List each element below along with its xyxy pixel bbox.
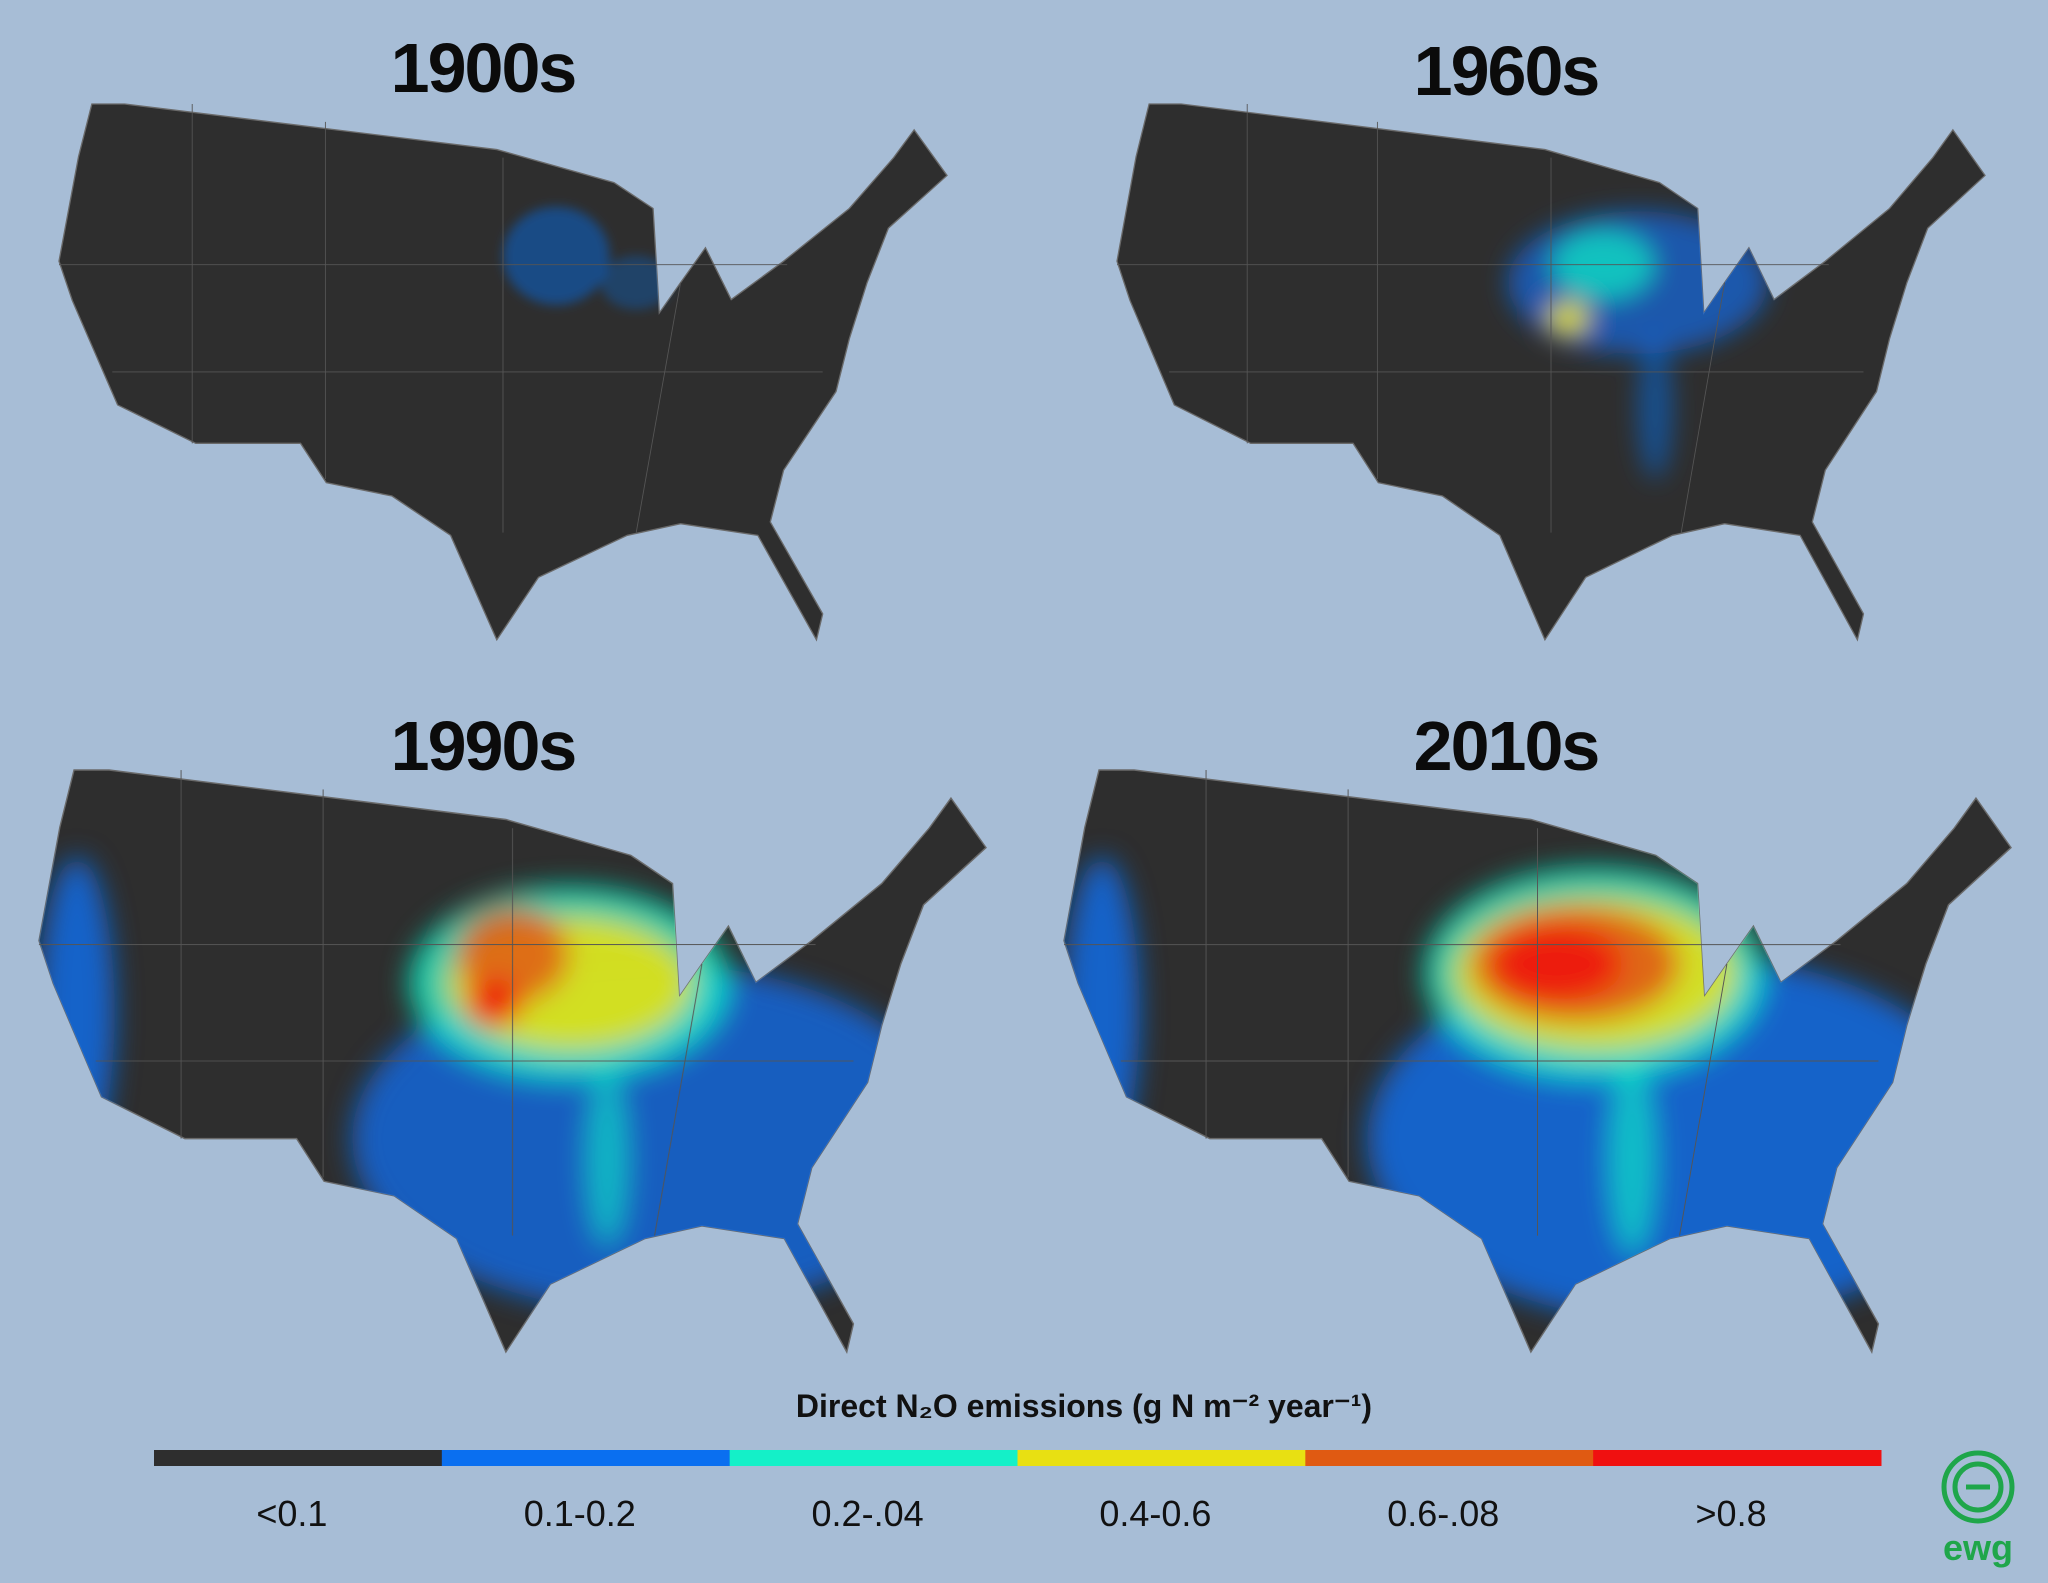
- legend-swatch: [1017, 1450, 1306, 1466]
- legend-swatch: [441, 1450, 731, 1466]
- legend-swatch: [729, 1450, 1018, 1466]
- legend-label: >0.8: [1696, 1493, 1767, 1534]
- legend-label: 0.1-0.2: [524, 1493, 636, 1534]
- legend-swatch: [154, 1450, 443, 1466]
- map-1990s: [38, 769, 987, 1353]
- legend: <0.1 0.1-0.2 0.2-.04 0.4-0.6 0.6-.08 >0.8: [154, 1450, 1882, 1534]
- legend-label: 0.2-.04: [812, 1493, 924, 1534]
- legend-swatch: [1593, 1450, 1882, 1466]
- panel-title: 1960s: [1414, 32, 1599, 110]
- legend-label: <0.1: [256, 1493, 327, 1534]
- panel-title: 1990s: [391, 707, 576, 785]
- legend-title: Direct N₂O emissions (g N m⁻² year⁻¹): [796, 1388, 1372, 1424]
- logo-text: ewg: [1943, 1527, 2013, 1568]
- map-1960s: [1116, 103, 1986, 641]
- panel-title: 1900s: [391, 29, 576, 107]
- map-2010s: [1063, 769, 2012, 1353]
- map-1900s: [58, 103, 948, 641]
- logo: ewg: [1941, 1450, 2015, 1568]
- legend-label: 0.6-.08: [1387, 1493, 1499, 1534]
- legend-label: 0.4-0.6: [1099, 1493, 1211, 1534]
- legend-swatch: [1305, 1450, 1594, 1466]
- panel-title: 2010s: [1414, 707, 1599, 785]
